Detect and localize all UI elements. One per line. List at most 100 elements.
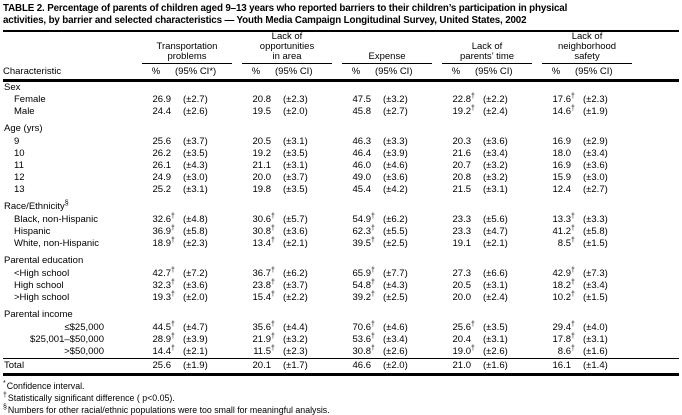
characteristic-header: Characteristic [3,64,137,82]
table-row: 12 24.9 (±3.0) 20.0 (±3.7) 49.0 (±3.6) 20.8 (±3.… [3,172,679,184]
ci-cell: (±4.6) [383,322,408,333]
ci-cell: (±5.5) [383,226,408,237]
row-label: ≤$25,000 [64,322,104,333]
table-row: High school 32.3† (±3.6) 23.8† (±3.7) 54.8† (±… [3,278,679,292]
percent-cell: 30.8† [252,224,275,237]
percent-cell: 39.5† [352,236,375,249]
row-label: Hispanic [14,226,51,237]
group-header-row: Transportation problems Lack of opportun… [3,32,679,64]
percent-cell: 26.9 [152,94,172,105]
ci-cell: (±3.4) [583,148,608,159]
table-body: Sex Female 26.9 (±2.7) 20.8 (±2.3) 47.5 (±3.2) 2… [3,81,680,376]
ci-cell: (±2.6) [483,346,508,357]
percent-cell: 46.6 [337,358,375,376]
percent-cell: 21.0 [437,358,476,376]
ci-header: (95% CI) [275,64,337,82]
percent-cell: 42.7† [152,266,175,279]
spacer-cell [637,148,679,160]
spacer-cell [637,322,679,334]
group-label: Expense [342,52,433,64]
section-row: Sex [3,81,679,95]
percent-cell: 20.5 [452,280,472,291]
percent-cell: 19.0† [452,344,475,357]
ci-cell: (±1.6) [583,346,608,357]
table-row: ≤$25,000 44.5† (±4.7) 35.6† (±4.4) 70.6† (±4.6… [3,320,679,334]
ci-cell: (±3.6) [483,136,508,147]
row-label: 13 [14,184,25,195]
ci-cell: (±3.5) [183,148,208,159]
ci-header: (95% CI) [475,64,538,82]
ci-header: (95% CI*) [175,64,237,82]
section-row: Parental education [3,250,679,268]
percent-cell: 44.5† [152,320,175,333]
percent-cell: 20.3 [452,136,472,147]
group-header-end-spacer [637,32,679,64]
percent-cell: 20.0 [252,172,272,183]
dagger-marker: † [3,391,7,399]
percent-cell: 26.1 [152,160,172,171]
percent-cell: 20.0 [452,292,472,303]
ci-cell: (±3.2) [483,172,508,183]
percent-cell: 23.3 [452,226,472,237]
subheader-end-spacer [637,64,680,82]
percent-cell: 16.1 [537,358,576,376]
percent-cell: 32.3† [152,278,175,291]
percent-cell: 19.2 [252,148,272,159]
ci-cell: (±2.0) [183,292,208,303]
percent-cell: 46.0 [352,160,372,171]
section-label: Sex [4,82,21,93]
row-label: Male [14,106,35,117]
percent-cell: 49.0 [352,172,372,183]
percent-cell: 41.2† [552,224,575,237]
ci-cell: (±5.7) [283,214,308,225]
table-row: 9 25.6 (±3.7) 20.5 (±3.1) 46.3 (±3.3) 20.3 (±3.6… [3,136,679,148]
group-header-transportation: Transportation problems [137,32,237,64]
ci-cell: (±3.2) [483,160,508,171]
row-label: Female [14,94,46,105]
ci-cell: (±4.0) [583,322,608,333]
ci-cell: (±3.2) [283,334,308,345]
section-label: Parental education [4,254,84,266]
percent-cell: 17.8† [552,332,575,345]
table-row: Male 24.4 (±2.6) 19.5 (±2.0) 45.8 (±2.7) 19.2† (… [3,105,679,118]
percent-cell: 54.9† [352,212,375,225]
table-row: White, non-Hispanic 18.9† (±2.3) 13.4† (±2.1… [3,236,679,250]
percent-cell: 20.1 [237,358,275,376]
group-header-expense: Expense [337,32,437,64]
percent-cell: 46.3 [352,136,372,147]
ci-cell: (±3.0) [183,172,208,183]
ci-cell: (±1.7) [275,358,337,376]
ci-cell: (±2.3) [283,94,308,105]
ci-cell: (±3.4) [483,148,508,159]
ci-cell: (±4.6) [383,160,408,171]
table-header: Transportation problems Lack of opportun… [3,32,680,82]
ci-cell: (±3.4) [583,280,608,291]
spacer-cell [637,214,679,226]
ci-cell: (±2.4) [483,106,508,117]
percent-header: % [137,64,175,82]
ci-cell: (±6.2) [283,268,308,279]
percent-cell: 20.5 [252,136,272,147]
table-row: $25,001–$50,000 28.9† (±3.9) 21.9† (±3.2) 53.… [3,332,679,346]
spacer-cell [637,238,679,250]
percent-header: % [437,64,476,82]
ci-cell: (±6.6) [483,268,508,279]
row-label: 9 [14,136,20,147]
spacer-cell [637,160,679,172]
table-row: >High school 19.3† (±2.0) 15.4† (±2.2) 39.2† (… [3,291,679,304]
percent-cell: 15.9 [552,172,572,183]
footnote-text: Numbers for other racial/ethnic populati… [7,404,330,415]
percent-cell: 23.3 [452,214,472,225]
ci-cell: (±2.6) [383,346,408,357]
percent-cell: 21.9† [252,332,275,345]
ci-cell: (±3.6) [383,172,408,183]
ci-cell: (±4.3) [383,280,408,291]
ci-cell: (±2.7) [183,94,208,105]
ci-cell: (±1.5) [583,238,608,249]
percent-cell: 36.7† [252,266,275,279]
row-label: <High school [14,268,70,279]
section-row: Race/Ethnicity§ [3,196,679,214]
row-label: 10 [14,148,25,159]
percent-cell: 19.1 [452,238,472,249]
